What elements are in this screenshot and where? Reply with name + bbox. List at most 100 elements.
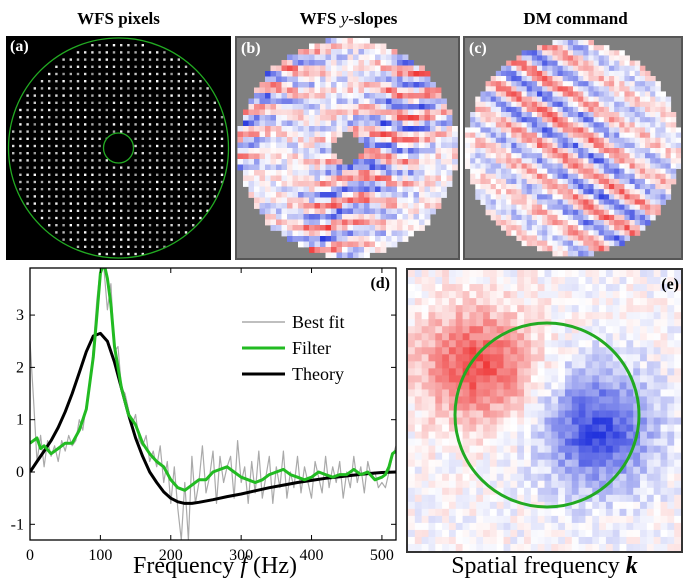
spatial-cell (414, 417, 422, 425)
map-cell (547, 158, 553, 164)
map-cell (562, 122, 569, 128)
map-cell (402, 159, 409, 165)
map-cell (386, 65, 392, 72)
wfs-spot (170, 130, 173, 133)
map-cell (419, 115, 425, 121)
wfs-spot (91, 94, 94, 97)
map-cell (603, 65, 610, 72)
spatial-cell (408, 375, 416, 383)
map-cell (281, 126, 288, 132)
spatial-cell (414, 368, 422, 376)
wfs-spot (127, 245, 130, 248)
map-cell (521, 225, 528, 231)
spatial-cell (592, 389, 600, 397)
wfs-spot (206, 130, 209, 133)
spatial-cell (619, 354, 627, 362)
wfs-spot (184, 152, 188, 155)
spatial-cell (612, 515, 620, 524)
map-cell (660, 117, 666, 123)
spatial-cell (455, 459, 463, 468)
map-cell (578, 137, 584, 144)
map-cell (298, 82, 304, 88)
map-cell (639, 173, 646, 180)
map-cell (547, 81, 553, 87)
spatial-cell (592, 403, 600, 411)
map-cell (446, 181, 453, 187)
spatial-cell (612, 361, 620, 369)
spatial-cell (558, 466, 566, 475)
spatial-cell (496, 494, 504, 503)
spatial-cell (510, 417, 518, 425)
map-cell (645, 173, 651, 180)
map-cell (265, 153, 271, 160)
map-cell (336, 175, 343, 182)
map-cell (441, 159, 447, 165)
map-cell (552, 250, 558, 257)
map-cell (557, 127, 564, 133)
map-cell (583, 127, 589, 133)
spatial-cell (660, 438, 668, 446)
map-cell (375, 109, 381, 116)
wfs-spot (48, 130, 51, 133)
spatial-cell (667, 515, 675, 524)
wfs-spot (55, 159, 58, 162)
map-cell (619, 225, 625, 231)
spatial-cell (599, 340, 607, 348)
map-cell (609, 199, 615, 205)
wfs-spot (141, 144, 144, 148)
map-cell (665, 184, 672, 190)
map-cell (516, 204, 522, 211)
map-cell (292, 170, 299, 176)
map-cell (325, 43, 332, 50)
spatial-cell (633, 382, 641, 390)
map-cell (619, 91, 625, 97)
map-cell (526, 194, 533, 200)
map-cell (336, 104, 343, 110)
map-cell (660, 101, 666, 108)
map-cell (639, 204, 646, 211)
map-cell (639, 96, 646, 103)
map-cell (511, 101, 517, 108)
spatial-cell (489, 494, 498, 503)
map-cell (567, 70, 574, 77)
map-cell (495, 91, 502, 97)
map-cell (501, 158, 507, 164)
map-cell (670, 153, 677, 159)
map-cell (336, 159, 343, 165)
spatial-cell (544, 396, 552, 404)
spatial-cell (455, 291, 463, 299)
wfs-spot (40, 195, 44, 198)
wfs-spot (127, 202, 130, 205)
spatial-cell (469, 459, 477, 468)
spatial-cell (626, 347, 634, 355)
spatial-cell (640, 291, 648, 299)
map-cell (578, 153, 584, 159)
map-cell (573, 106, 579, 113)
spatial-cell (619, 368, 627, 376)
spatial-cell (646, 333, 655, 341)
map-cell (309, 219, 315, 226)
map-cell (298, 203, 304, 209)
map-cell (402, 192, 409, 198)
wfs-spot (76, 144, 80, 148)
map-cell (375, 186, 381, 193)
spatial-cell (524, 452, 532, 460)
spatial-cell (564, 431, 573, 439)
map-cell (320, 230, 326, 237)
map-cell (430, 137, 436, 143)
spatial-cell (619, 333, 627, 341)
wfs-spot (91, 44, 94, 47)
spatial-cell (448, 347, 457, 355)
map-cell (665, 158, 672, 164)
map-cell (470, 112, 476, 118)
map-cell (614, 235, 620, 241)
map-cell (562, 168, 569, 175)
spatial-cell (530, 445, 538, 453)
map-cell (270, 126, 277, 132)
map-cell (287, 142, 293, 149)
wfs-spot (177, 58, 180, 61)
map-cell (650, 101, 656, 108)
spatial-cell (455, 431, 463, 439)
spatial-cell (558, 284, 566, 292)
map-cell (526, 173, 533, 180)
